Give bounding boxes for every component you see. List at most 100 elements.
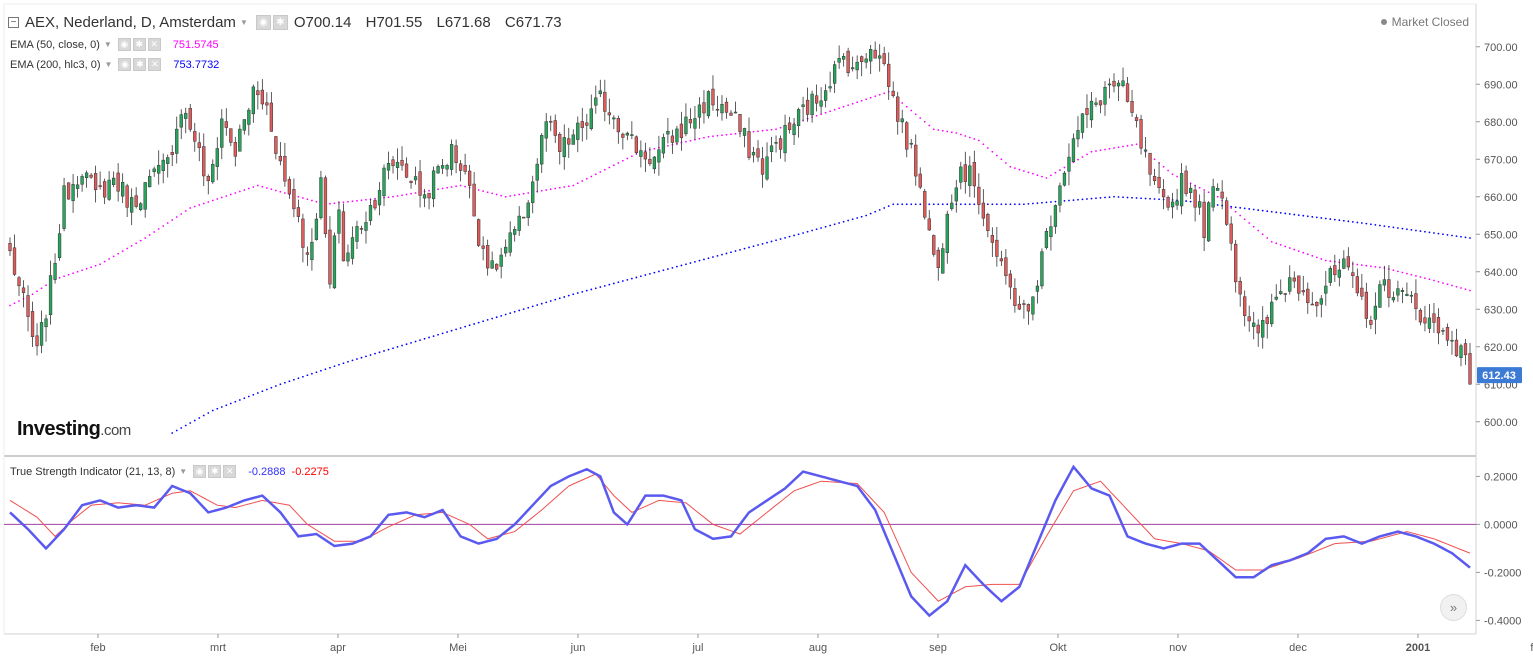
candle-body bbox=[1328, 268, 1332, 283]
candle-body bbox=[625, 132, 629, 136]
ema200-point bbox=[486, 319, 489, 321]
tsi-axis[interactable]: 0.2000 0.0000 -0.2000 -0.4000 bbox=[1476, 471, 1521, 627]
ema200-point bbox=[594, 287, 597, 290]
candle-body bbox=[206, 176, 210, 182]
candle-body bbox=[8, 243, 12, 252]
candle-body bbox=[724, 101, 729, 113]
ema50-point bbox=[838, 107, 841, 110]
ema50-point bbox=[1239, 214, 1242, 217]
price-axis-label: 620.00 bbox=[1484, 342, 1518, 354]
ema200-point bbox=[184, 424, 187, 427]
close-icon[interactable]: ✕ bbox=[223, 465, 237, 478]
ema50-point bbox=[522, 192, 525, 195]
scroll-to-realtime-button[interactable]: » bbox=[1440, 594, 1467, 621]
ema50-point bbox=[630, 155, 633, 158]
minus-square-icon[interactable]: − bbox=[8, 17, 19, 28]
price-axis-label: 630.00 bbox=[1484, 304, 1518, 316]
candle-body bbox=[585, 122, 589, 126]
ema200-point bbox=[928, 203, 931, 206]
ema200-point bbox=[1433, 232, 1435, 234]
candle-body bbox=[729, 112, 733, 116]
ema200-point bbox=[1095, 197, 1097, 200]
time-axis[interactable]: feb mrt apr Mei jun jul aug sep Okt nov dec 2001 feb bbox=[90, 634, 1533, 654]
gear-icon[interactable]: ✱ bbox=[132, 38, 146, 51]
chevron-down-icon[interactable]: ▼ bbox=[179, 467, 188, 476]
ema200-point bbox=[878, 208, 881, 211]
ema200-point bbox=[1054, 200, 1057, 203]
ema200-label: EMA (200, hlc3, 0) bbox=[10, 58, 101, 71]
candle-body bbox=[1342, 258, 1346, 269]
candle-body bbox=[215, 148, 219, 167]
candle-body bbox=[310, 241, 314, 260]
ema50-point bbox=[315, 200, 318, 203]
eye-icon[interactable]: ◉ bbox=[255, 15, 271, 30]
candle-body bbox=[84, 172, 89, 179]
ema200-point bbox=[838, 222, 841, 224]
candle-body bbox=[1040, 251, 1044, 287]
ema50-point bbox=[428, 189, 430, 192]
gear-icon[interactable]: ✱ bbox=[272, 15, 288, 30]
candle-body bbox=[972, 162, 976, 187]
chevron-down-icon[interactable]: ▼ bbox=[239, 18, 248, 27]
ema200-point bbox=[1424, 230, 1426, 233]
time-axis-label: Okt bbox=[1049, 642, 1066, 654]
candle-body bbox=[1179, 173, 1184, 207]
eye-icon[interactable]: ◉ bbox=[193, 465, 207, 478]
tsi-label: True Strength Indicator (21, 13, 8) bbox=[10, 465, 176, 478]
ema50-point bbox=[347, 200, 349, 203]
ema200-point bbox=[378, 351, 381, 354]
ema50-point bbox=[274, 189, 277, 192]
ema200-point bbox=[1131, 196, 1133, 199]
ema50-point bbox=[85, 267, 88, 270]
candle-body bbox=[580, 121, 584, 128]
ema200-point bbox=[1293, 213, 1296, 216]
candle-body bbox=[1125, 83, 1130, 102]
eye-icon[interactable]: ◉ bbox=[117, 38, 131, 51]
ema200-point bbox=[1153, 198, 1156, 200]
chevron-down-icon[interactable]: ▼ bbox=[103, 40, 112, 49]
ema200-point bbox=[1036, 202, 1039, 205]
ema200-point bbox=[265, 388, 268, 391]
candle-body bbox=[472, 183, 476, 217]
ema50-point bbox=[716, 134, 719, 137]
candle-body bbox=[905, 122, 909, 150]
close-icon[interactable]: ✕ bbox=[147, 38, 161, 51]
eye-icon[interactable]: ◉ bbox=[118, 58, 132, 71]
ema200-point bbox=[220, 406, 223, 408]
ema200-point bbox=[842, 220, 845, 223]
candle-body bbox=[1256, 324, 1260, 334]
ema50-point bbox=[252, 186, 255, 188]
ema200-point bbox=[446, 331, 448, 333]
candle-body bbox=[756, 148, 760, 158]
candle-body bbox=[184, 112, 188, 119]
ema200-point bbox=[1022, 203, 1025, 206]
candle-body bbox=[454, 145, 458, 164]
candle-body bbox=[476, 219, 481, 246]
candle-body bbox=[977, 186, 981, 205]
candle-body bbox=[364, 222, 368, 231]
ema200-point bbox=[603, 284, 606, 287]
gear-icon[interactable]: ✱ bbox=[208, 465, 222, 478]
chevron-down-icon[interactable]: ▼ bbox=[104, 60, 113, 69]
ema200-point bbox=[1284, 212, 1287, 215]
ema50-point bbox=[1086, 153, 1088, 156]
price-axis-label: 600.00 bbox=[1484, 417, 1518, 429]
ema200-point bbox=[1117, 196, 1120, 198]
ema200-point bbox=[1099, 196, 1102, 199]
logo-brand: Investing bbox=[17, 418, 101, 440]
price-axis[interactable]: 600.00610.00620.00630.00640.00650.00660.… bbox=[1476, 42, 1518, 429]
ema200-point bbox=[1446, 233, 1449, 236]
close-icon[interactable]: ✕ bbox=[148, 58, 162, 71]
candle-body bbox=[801, 104, 805, 107]
ema200-point bbox=[1437, 232, 1440, 235]
ema200-point bbox=[1257, 209, 1260, 211]
ema200-point bbox=[324, 368, 327, 371]
ema200-point bbox=[387, 348, 390, 351]
ema50-point bbox=[360, 199, 363, 202]
ema50-point bbox=[540, 189, 543, 192]
gear-icon[interactable]: ✱ bbox=[133, 58, 147, 71]
ema50-point bbox=[1374, 265, 1377, 268]
candle-body bbox=[224, 121, 228, 128]
candle-body bbox=[48, 275, 53, 315]
candle-body bbox=[621, 133, 625, 138]
